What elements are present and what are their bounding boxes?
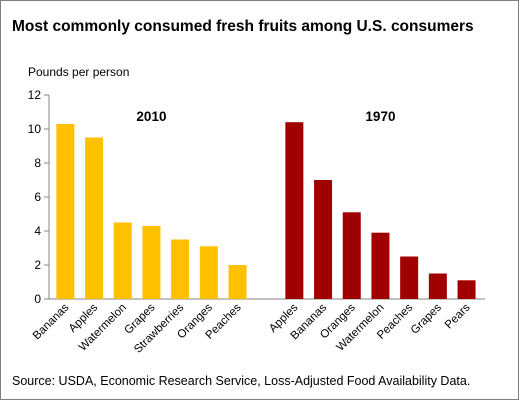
y-tick-label: 8 (34, 156, 41, 170)
bar (428, 273, 447, 299)
chart-title: Most commonly consumed fresh fruits amon… (12, 18, 474, 35)
source-note: Source: USDA, Economic Research Service,… (12, 374, 471, 388)
bar (199, 246, 218, 299)
bar (56, 123, 75, 300)
series-label: 1970 (365, 109, 395, 124)
y-tick-label: 0 (34, 292, 41, 306)
y-tick-label: 2 (34, 258, 41, 272)
y-tick-label: 12 (28, 88, 42, 102)
y-tick-label: 10 (28, 122, 42, 136)
bar-chart: 024681012BananasApplesWatermelonGrapesSt… (28, 88, 485, 356)
bar (228, 265, 247, 299)
x-tick-label: Pears (443, 301, 473, 331)
bar (171, 239, 190, 299)
bar (142, 225, 161, 299)
x-tick-label: Bananas (31, 301, 72, 342)
bar (85, 137, 104, 299)
y-tick-label: 6 (34, 190, 41, 204)
bar (285, 122, 304, 299)
bar (457, 280, 476, 299)
bar (342, 212, 361, 299)
bar (371, 232, 390, 299)
bar (400, 256, 419, 299)
x-tick-label: Grapes (409, 301, 444, 336)
y-axis-label: Pounds per person (28, 65, 130, 79)
y-tick-label: 4 (34, 224, 41, 238)
bar (113, 222, 132, 299)
bar (314, 180, 333, 299)
series-label: 2010 (136, 109, 166, 124)
